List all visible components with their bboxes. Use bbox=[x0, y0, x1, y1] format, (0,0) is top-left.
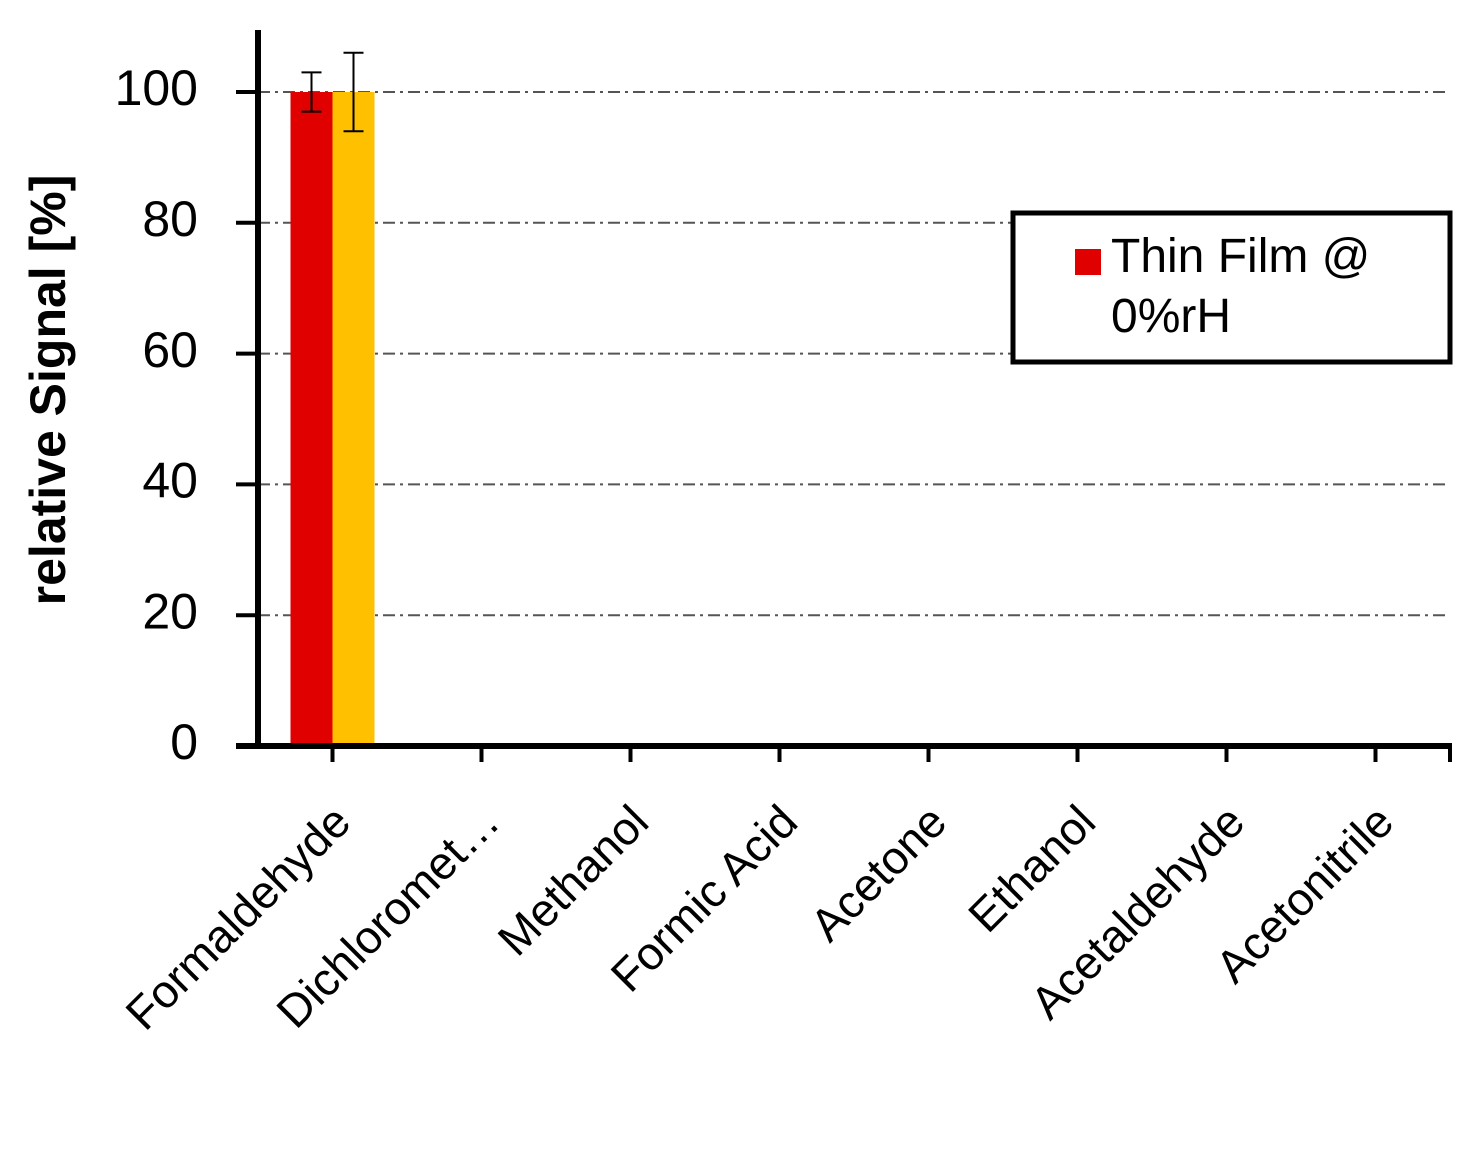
bar bbox=[290, 92, 333, 746]
legend-label: Thin Film @ 0%rH bbox=[1111, 230, 1371, 343]
y-tick-label: 20 bbox=[142, 583, 198, 639]
x-tick-label: Acetone bbox=[800, 795, 956, 951]
bar bbox=[332, 92, 375, 746]
legend-entry: Thin Film @ 0%rH bbox=[1111, 230, 1371, 343]
y-tick-label: 60 bbox=[142, 322, 198, 378]
error-bar bbox=[301, 71, 322, 113]
y-tick-label: 80 bbox=[142, 191, 198, 247]
x-tick-label: Ethanol bbox=[958, 795, 1105, 942]
y-tick-label: 40 bbox=[142, 453, 198, 509]
legend-swatch bbox=[1075, 249, 1101, 275]
y-tick-label: 100 bbox=[115, 60, 198, 116]
error-bar bbox=[343, 51, 364, 133]
legend-box bbox=[1010, 210, 1453, 365]
y-tick-label: 0 bbox=[170, 714, 198, 770]
y-axis-label: relative Signal [%] bbox=[20, 175, 76, 606]
